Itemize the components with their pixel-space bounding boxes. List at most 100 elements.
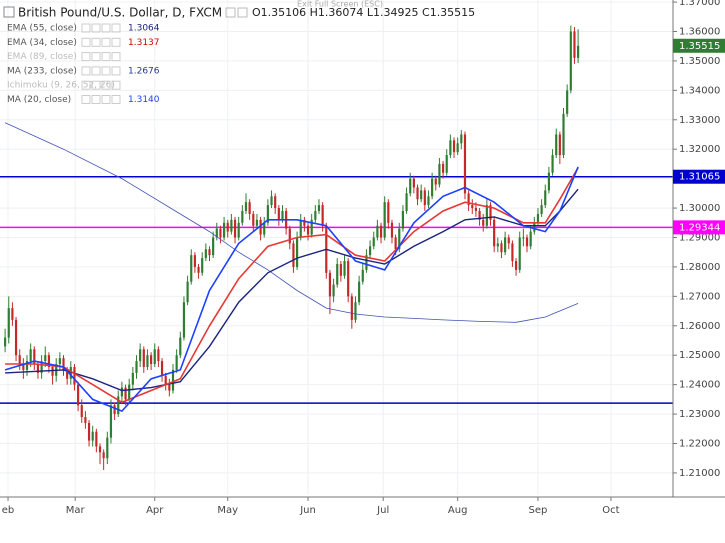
candle-body — [95, 431, 98, 447]
candle-body — [259, 219, 262, 235]
x-tick-label: Apr — [146, 505, 164, 516]
candle-body — [368, 246, 372, 256]
candle-body — [160, 361, 164, 376]
chart-title: British Pound/U.S. Dollar, D, FXCM — [18, 6, 222, 20]
legend-button[interactable] — [91, 37, 101, 47]
candle-body — [317, 205, 321, 212]
legend-button[interactable] — [101, 95, 111, 104]
indicator-line — [4, 166, 579, 413]
candle-body — [40, 361, 43, 373]
candle-body — [463, 134, 467, 194]
button[interactable] — [237, 7, 248, 18]
legend-button[interactable] — [111, 23, 121, 33]
candle-body — [328, 272, 332, 297]
candle-body — [412, 178, 415, 188]
candle-body — [33, 349, 36, 365]
legend-button[interactable] — [81, 52, 91, 62]
candle-body — [529, 231, 532, 247]
candle-body — [379, 225, 383, 238]
ohlc: O1.35106 H1.36074 L1.34925 C1.35515 — [252, 6, 475, 19]
indicator-line — [5, 167, 579, 404]
legend-button[interactable] — [111, 95, 121, 104]
candle-body — [219, 228, 222, 238]
legend-value: 1.2676 — [128, 66, 160, 76]
candle-body — [460, 134, 463, 144]
y-tick-label: 1.35000 — [679, 56, 720, 67]
candle-body — [321, 205, 324, 226]
candle-body — [339, 263, 342, 276]
candle-body — [237, 222, 240, 238]
candle-body — [44, 355, 47, 362]
x-tick-label: eb — [2, 505, 15, 516]
candle-body — [504, 237, 507, 253]
legend-button[interactable] — [101, 66, 111, 76]
legend-button[interactable] — [91, 23, 101, 33]
legend-button[interactable] — [111, 52, 121, 62]
candle-body — [120, 387, 123, 397]
legend-button[interactable] — [111, 80, 121, 90]
candle-body — [577, 45, 580, 58]
legend-button[interactable] — [91, 52, 101, 62]
candle-body — [522, 237, 525, 239]
legend-button[interactable] — [111, 37, 121, 47]
price-label: 1.31065 — [679, 172, 720, 183]
x-tick-label: Jun — [299, 505, 316, 516]
candle-body — [66, 369, 69, 379]
candle-body — [544, 190, 547, 206]
legend-button[interactable] — [81, 95, 91, 104]
candle-body — [514, 261, 518, 270]
candle-body — [69, 366, 72, 379]
exit-fullscreen[interactable]: Exit Full Screen (ESC) — [297, 0, 383, 9]
legend-button[interactable] — [91, 95, 101, 104]
candle-body — [131, 372, 134, 385]
x-tick-label: Jul — [376, 505, 389, 516]
candle-body — [401, 211, 405, 229]
y-tick-label: 1.36000 — [679, 26, 720, 37]
candle-body — [62, 358, 65, 370]
candle-body — [266, 205, 269, 223]
legend-button[interactable] — [111, 66, 121, 76]
candle-body — [314, 211, 317, 220]
y-tick-label: 1.28000 — [679, 262, 720, 273]
y-tick-label: 1.32000 — [679, 144, 720, 155]
legend-button[interactable] — [81, 37, 91, 47]
y-tick-label: 1.33000 — [679, 115, 720, 126]
y-tick-label: 1.22000 — [679, 438, 720, 449]
candle-body — [409, 178, 412, 194]
candle-body — [423, 190, 426, 206]
button[interactable] — [225, 7, 236, 18]
legend-button[interactable] — [101, 80, 111, 90]
legend-button[interactable] — [81, 66, 91, 76]
legend-button[interactable] — [81, 80, 91, 90]
legend-button[interactable] — [91, 66, 101, 76]
legend-button[interactable] — [101, 52, 111, 62]
legend-button[interactable] — [101, 37, 111, 47]
legend-value: 1.3137 — [128, 38, 160, 48]
x-tick-label: Aug — [448, 505, 468, 516]
price-label-box — [673, 220, 725, 235]
candle-body — [222, 222, 226, 238]
x-tick-label: May — [217, 505, 238, 516]
candle-body — [150, 355, 153, 365]
candle-body — [252, 213, 255, 226]
candle-body — [7, 308, 10, 338]
candle-body — [354, 302, 357, 320]
candle-body — [204, 249, 207, 259]
legend-button[interactable] — [81, 23, 91, 33]
candle-body — [493, 219, 496, 247]
legend-button[interactable] — [91, 80, 101, 90]
candle-body — [241, 211, 244, 223]
candle-body — [25, 361, 29, 370]
candle-body — [347, 261, 350, 297]
candle-body — [496, 243, 499, 247]
candle-body — [441, 163, 445, 173]
candle-body — [306, 225, 310, 235]
last-price-box — [673, 38, 725, 53]
candle-body — [201, 258, 204, 273]
y-tick-label: 1.30000 — [679, 203, 720, 214]
candle-body — [558, 134, 561, 156]
candle-body — [255, 219, 259, 226]
candle-body — [102, 452, 105, 459]
y-tick-label: 1.26000 — [679, 321, 720, 332]
legend-button[interactable] — [101, 23, 111, 33]
